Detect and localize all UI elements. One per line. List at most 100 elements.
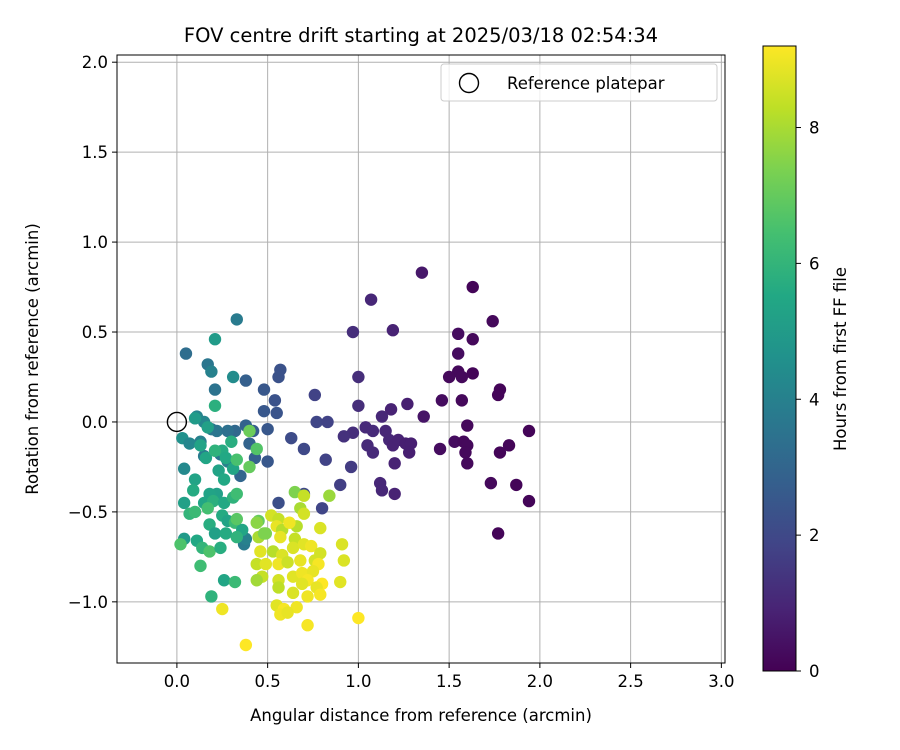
x-tick-label: 1.0 <box>345 672 371 691</box>
data-point <box>226 370 240 384</box>
y-tick-label: 1.0 <box>82 233 108 252</box>
data-point <box>230 313 243 326</box>
data-point <box>177 496 191 510</box>
data-point <box>272 581 285 594</box>
data-point <box>188 473 202 486</box>
data-point <box>417 410 430 423</box>
plot-frame <box>116 54 726 664</box>
data-point <box>230 487 243 501</box>
data-point <box>295 577 309 591</box>
colorbar-tick-label: 6 <box>809 254 820 273</box>
data-point <box>199 451 213 465</box>
data-point <box>352 399 365 412</box>
data-point <box>297 507 311 520</box>
data-point <box>466 333 479 346</box>
data-point <box>297 442 311 456</box>
data-point <box>285 431 298 445</box>
y-tick-label: −0.5 <box>68 503 108 522</box>
data-point <box>337 430 351 443</box>
data-point <box>225 435 238 448</box>
legend: Reference platepar <box>440 63 718 102</box>
data-point <box>239 638 253 652</box>
legend-marker-icon <box>458 72 480 94</box>
data-point <box>208 399 222 412</box>
x-axis-label: Angular distance from reference (arcmin) <box>250 706 592 725</box>
legend-label: Reference platepar <box>507 74 665 93</box>
grid-lines <box>117 55 725 663</box>
data-point <box>315 502 329 515</box>
data-point <box>230 453 243 466</box>
x-tick-label: 2.0 <box>527 672 553 691</box>
data-point <box>493 446 507 459</box>
data-point <box>335 538 349 551</box>
data-point <box>208 527 222 540</box>
data-point <box>321 415 334 429</box>
data-point <box>375 484 389 497</box>
x-tick-label: 2.5 <box>617 672 643 691</box>
data-point <box>230 530 243 544</box>
data-point <box>201 421 214 434</box>
data-point <box>261 422 274 436</box>
data-point <box>270 406 283 420</box>
y-axis-ticks: −1.0 −0.5 0.0 0.5 1.0 1.5 2.0 <box>68 53 117 612</box>
data-point <box>364 293 378 306</box>
data-point <box>442 370 456 384</box>
data-point <box>179 347 193 360</box>
data-point <box>201 502 214 515</box>
data-point <box>281 606 294 619</box>
data-point <box>203 518 216 531</box>
data-point <box>388 487 401 501</box>
data-point <box>352 370 365 384</box>
data-point <box>228 575 242 589</box>
data-point <box>174 538 187 551</box>
data-point <box>194 439 207 452</box>
data-point <box>187 484 200 497</box>
colorbar-tick-label: 8 <box>809 119 820 138</box>
data-point <box>484 476 498 490</box>
y-tick-label: 0.5 <box>82 323 108 342</box>
data-point <box>208 444 222 457</box>
colorbar-ticks: 0 2 4 6 8 <box>796 119 820 681</box>
data-point <box>261 455 274 468</box>
data-point <box>268 394 282 407</box>
data-point <box>274 363 287 376</box>
data-point <box>433 442 447 456</box>
data-point <box>283 516 296 529</box>
reference-platepar-marker <box>166 411 188 433</box>
data-point <box>415 266 429 279</box>
data-point <box>452 347 465 360</box>
data-point <box>217 473 231 486</box>
colorbar-frame <box>762 45 797 672</box>
data-point <box>250 574 263 587</box>
data-point <box>452 327 465 341</box>
data-point <box>286 586 300 600</box>
data-point <box>455 394 469 407</box>
data-point <box>486 315 499 328</box>
data-point <box>466 280 479 294</box>
x-axis-ticks: 0.0 0.5 1.0 1.5 2.0 2.5 3.0 <box>164 663 734 691</box>
data-point <box>491 388 505 402</box>
y-tick-label: 0.0 <box>82 413 108 432</box>
data-point <box>366 424 380 438</box>
data-point <box>461 419 474 432</box>
data-point <box>216 602 229 616</box>
data-point <box>239 374 253 387</box>
colorbar-gradient <box>763 46 796 671</box>
data-point <box>310 415 323 429</box>
data-point <box>522 424 536 438</box>
data-point <box>522 494 536 508</box>
data-point <box>257 383 271 396</box>
data-point <box>384 403 398 416</box>
data-point <box>510 478 523 492</box>
data-point <box>455 370 469 384</box>
data-point <box>308 388 322 402</box>
data-point <box>274 530 287 544</box>
data-point <box>435 394 449 407</box>
colorbar-tick-label: 4 <box>809 390 820 409</box>
data-point <box>314 521 327 535</box>
data-point <box>272 496 285 510</box>
data-point <box>286 541 300 555</box>
data-point <box>221 424 234 438</box>
data-point <box>281 556 294 569</box>
data-point <box>188 412 202 425</box>
